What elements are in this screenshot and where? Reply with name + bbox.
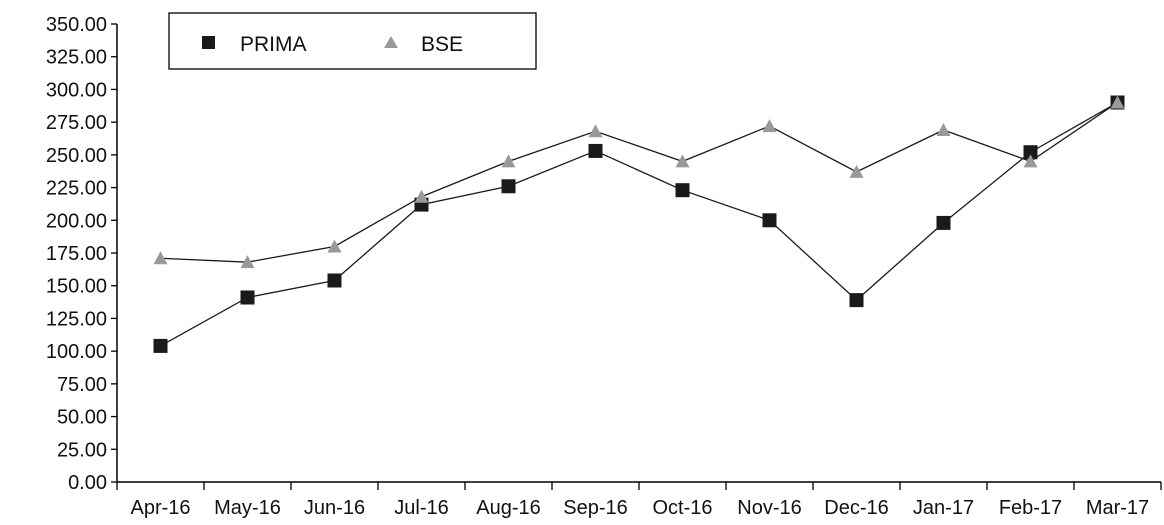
data-point-prima bbox=[763, 213, 777, 227]
series-line-prima bbox=[161, 103, 1118, 346]
x-tick-label: Jun-16 bbox=[304, 497, 365, 519]
data-point-bse bbox=[415, 190, 429, 203]
data-point-bse bbox=[676, 154, 690, 167]
x-axis-ticks: Apr-16 May-16 Jun-16 Jul-16 Aug-16 Sep-16 Oct-… bbox=[117, 482, 1161, 519]
x-tick-label: Jul-16 bbox=[394, 497, 448, 519]
x-tick-label: Jan-17 bbox=[913, 497, 974, 519]
data-point-bse bbox=[763, 119, 777, 132]
y-axis-ticks: 0.00 25.00 50.00 75.00 100.00 125.00 150.00 175… bbox=[46, 14, 117, 494]
y-tick-label: 75.00 bbox=[57, 374, 107, 396]
data-point-prima bbox=[589, 144, 603, 158]
data-point-prima bbox=[676, 183, 690, 197]
y-tick-label: 150.00 bbox=[46, 276, 107, 298]
data-point-bse bbox=[850, 165, 864, 178]
legend-marker-prima bbox=[202, 36, 215, 49]
x-tick-label: Aug-16 bbox=[476, 497, 541, 519]
legend-label-bse: BSE bbox=[421, 33, 463, 56]
legend-box bbox=[169, 13, 536, 69]
y-tick-label: 275.00 bbox=[46, 112, 107, 134]
x-tick-label: Dec-16 bbox=[824, 497, 888, 519]
y-tick-label: 175.00 bbox=[46, 243, 107, 265]
x-tick-label: Mar-17 bbox=[1086, 497, 1149, 519]
x-tick-label: May-16 bbox=[214, 497, 281, 519]
y-tick-label: 100.00 bbox=[46, 341, 107, 363]
y-tick-label: 0.00 bbox=[68, 472, 107, 494]
x-tick-label: Nov-16 bbox=[737, 497, 801, 519]
data-point-prima bbox=[328, 273, 342, 287]
series-layer bbox=[154, 96, 1125, 353]
y-tick-label: 25.00 bbox=[57, 439, 107, 461]
legend-label-prima: PRIMA bbox=[240, 33, 307, 56]
series-line-bse bbox=[161, 103, 1118, 263]
data-point-bse bbox=[589, 124, 603, 137]
data-point-bse bbox=[328, 239, 342, 252]
axes bbox=[117, 24, 1161, 482]
y-tick-label: 50.00 bbox=[57, 407, 107, 429]
data-point-prima bbox=[241, 290, 255, 304]
x-tick-label: Oct-16 bbox=[652, 497, 712, 519]
data-point-bse bbox=[502, 154, 516, 167]
y-tick-label: 325.00 bbox=[46, 47, 107, 69]
y-tick-label: 200.00 bbox=[46, 210, 107, 232]
x-tick-label: Apr-16 bbox=[130, 497, 190, 519]
data-point-bse bbox=[154, 251, 168, 264]
x-tick-label: Feb-17 bbox=[999, 497, 1062, 519]
x-tick-label: Sep-16 bbox=[563, 497, 628, 519]
data-point-prima bbox=[937, 216, 951, 230]
y-tick-label: 225.00 bbox=[46, 178, 107, 200]
y-tick-label: 250.00 bbox=[46, 145, 107, 167]
y-tick-label: 300.00 bbox=[46, 79, 107, 101]
y-tick-label: 125.00 bbox=[46, 308, 107, 330]
data-point-prima bbox=[850, 293, 864, 307]
legend: PRIMA BSE bbox=[169, 13, 536, 69]
data-point-prima bbox=[154, 339, 168, 353]
data-point-bse bbox=[937, 123, 951, 136]
y-tick-label: 350.00 bbox=[46, 14, 107, 36]
data-point-prima bbox=[502, 179, 516, 193]
